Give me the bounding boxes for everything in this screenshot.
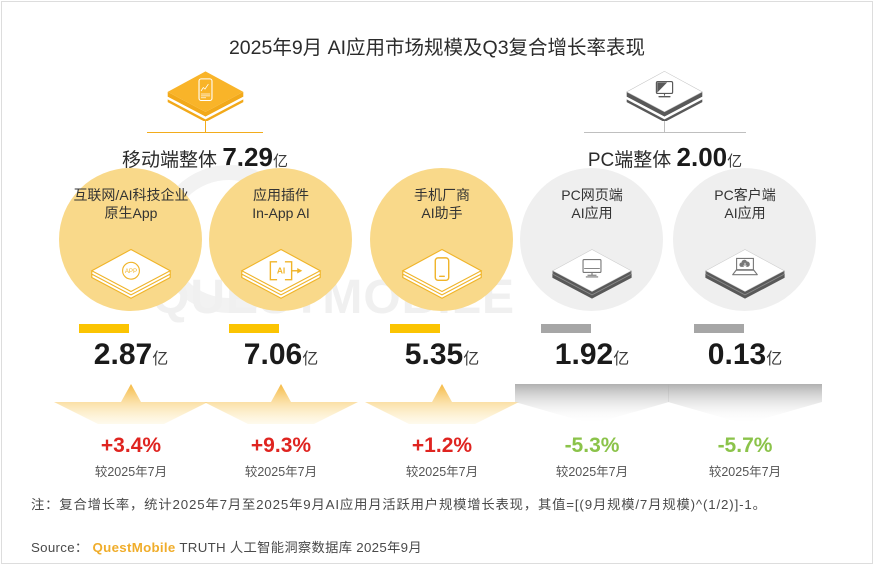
svg-text:AI: AI (277, 266, 285, 276)
svg-text:APP: APP (125, 268, 137, 275)
